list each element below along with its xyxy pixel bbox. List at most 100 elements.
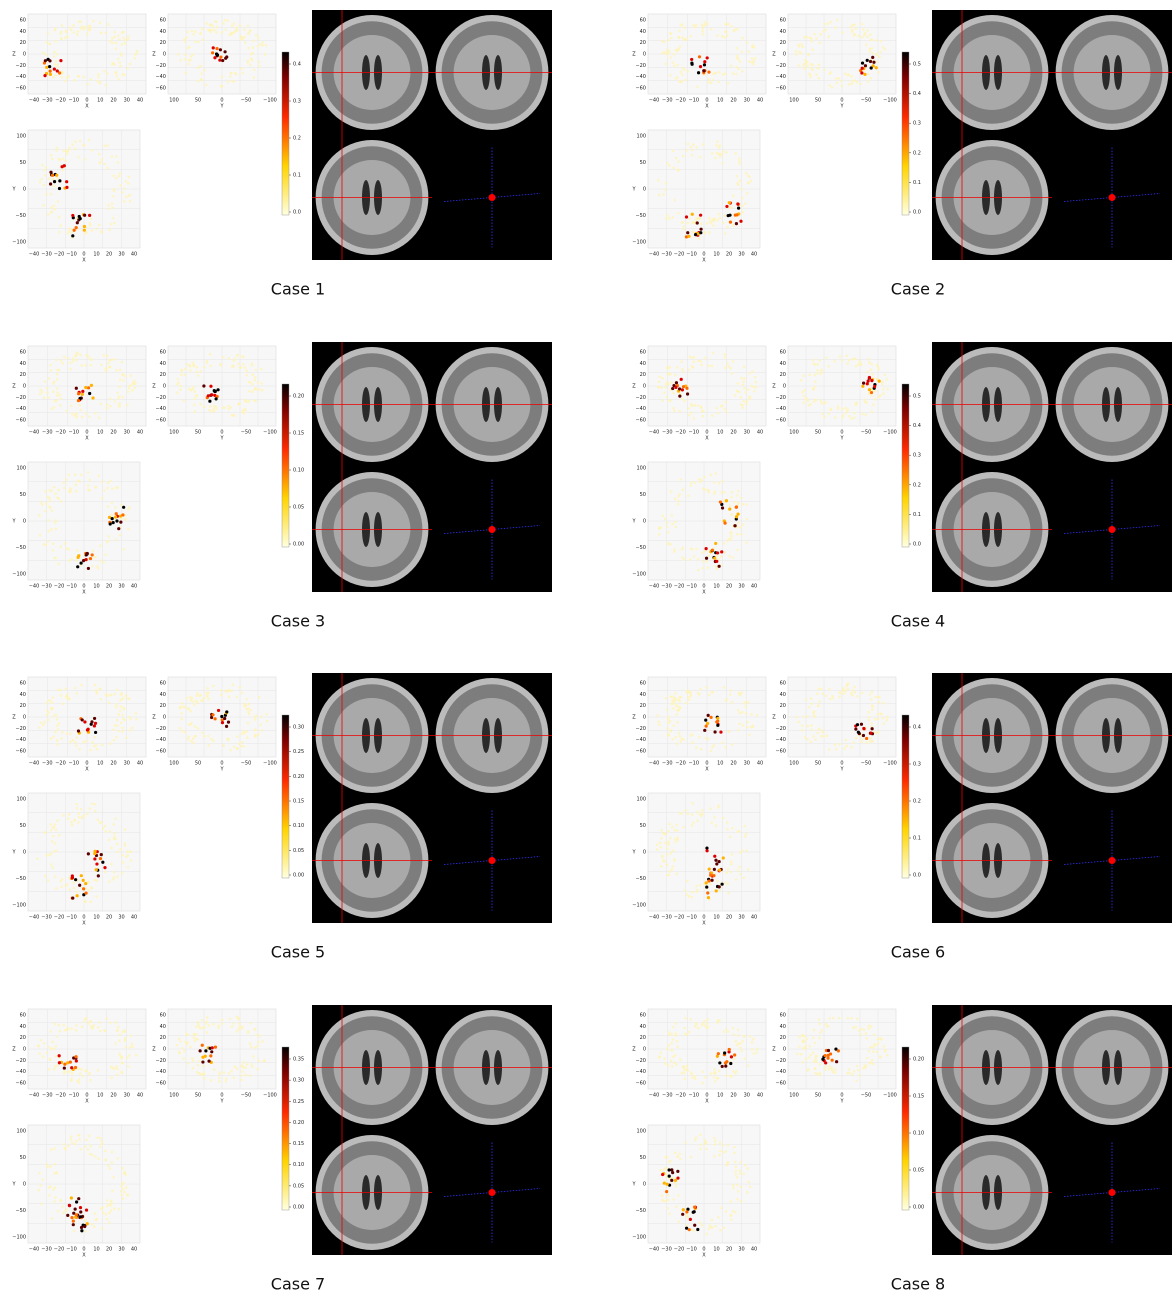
electrode-dot bbox=[801, 1041, 804, 1044]
active-dot bbox=[204, 1055, 207, 1058]
y-tick-label: −60 bbox=[155, 749, 166, 755]
electrode-dot bbox=[121, 692, 124, 695]
electrode-dot bbox=[694, 1078, 697, 1081]
electrode-dot bbox=[669, 720, 672, 723]
electrode-dot bbox=[89, 1079, 92, 1082]
electrode-dot bbox=[819, 1063, 822, 1066]
electrode-dot bbox=[736, 494, 739, 497]
electrode-dot bbox=[718, 146, 721, 149]
electrode-dot bbox=[703, 476, 706, 479]
electrode-dot bbox=[74, 819, 77, 822]
colorbar-tick-label: 0.3 bbox=[913, 121, 921, 127]
electrode-dot bbox=[738, 866, 741, 869]
electrode-dot bbox=[41, 391, 44, 394]
electrode-dot bbox=[75, 490, 78, 493]
axis-label: Z bbox=[152, 1047, 156, 1053]
electrode-dot bbox=[112, 823, 115, 826]
electrode-dot bbox=[795, 716, 798, 719]
electrode-dot bbox=[691, 231, 694, 234]
electrode-dot bbox=[220, 85, 223, 88]
electrode-dot bbox=[131, 1043, 134, 1046]
electrode-dot bbox=[54, 557, 57, 560]
electrode-dot bbox=[852, 1026, 855, 1029]
electrode-dot bbox=[750, 726, 753, 729]
electrode-dot bbox=[667, 1194, 670, 1197]
electrode-dot bbox=[725, 1074, 728, 1077]
electrode-dot bbox=[675, 77, 678, 80]
active-dot bbox=[93, 724, 96, 727]
electrode-dot bbox=[76, 33, 79, 36]
electrode-dot bbox=[210, 410, 213, 413]
active-dot bbox=[698, 55, 701, 58]
electrode-dot bbox=[40, 722, 43, 725]
electrode-dot bbox=[64, 159, 67, 162]
electrode-dot bbox=[110, 223, 113, 226]
electrode-dot bbox=[93, 745, 96, 748]
electrode-dot bbox=[136, 50, 139, 53]
active-dot bbox=[209, 385, 212, 388]
electrode-dot bbox=[691, 356, 694, 359]
electrode-dot bbox=[657, 179, 660, 182]
electrode-dot bbox=[698, 736, 701, 739]
electrode-dot bbox=[661, 514, 664, 517]
electrode-dot bbox=[122, 1187, 125, 1190]
electrode-dot bbox=[253, 399, 256, 402]
y-tick-label: 20 bbox=[780, 372, 786, 378]
electrode-dot bbox=[724, 214, 727, 217]
electrode-dot bbox=[111, 37, 114, 40]
electrode-dot bbox=[874, 1044, 877, 1047]
y-tick-label: 0 bbox=[23, 1047, 26, 1053]
electrode-dot bbox=[683, 738, 686, 741]
electrode-dot bbox=[199, 32, 202, 35]
electrode-dot bbox=[730, 25, 733, 28]
electrode-dot bbox=[868, 716, 871, 719]
electrode-dot bbox=[70, 558, 73, 561]
electrode-dot bbox=[69, 1070, 72, 1073]
electrode-dot bbox=[842, 693, 845, 696]
electrode-dot bbox=[853, 412, 856, 415]
electrode-dot bbox=[231, 24, 234, 27]
electrode-dot bbox=[712, 220, 715, 223]
electrode-dot bbox=[720, 405, 723, 408]
electrode-dot bbox=[183, 373, 186, 376]
electrode-dot bbox=[64, 542, 67, 545]
electrode-dot bbox=[83, 26, 86, 29]
electrode-dot bbox=[882, 392, 885, 395]
electrode-dot bbox=[221, 31, 224, 34]
electrode-dot bbox=[69, 361, 72, 364]
x-tick-label: 40 bbox=[751, 584, 757, 590]
electrode-dot bbox=[192, 53, 195, 56]
electrode-dot bbox=[856, 81, 859, 84]
x-tick-label: −100 bbox=[263, 98, 277, 104]
active-dot bbox=[69, 1060, 72, 1063]
electrode-dot bbox=[736, 182, 739, 185]
electrode-dot bbox=[187, 63, 190, 66]
electrode-dot bbox=[741, 205, 744, 208]
electrode-dot bbox=[801, 391, 804, 394]
electrode-dot bbox=[676, 721, 679, 724]
electrode-dot bbox=[125, 1186, 128, 1189]
electrode-dot bbox=[657, 721, 660, 724]
y-tick-label: −50 bbox=[15, 876, 26, 882]
electrode-dot bbox=[199, 694, 202, 697]
electrode-dot bbox=[192, 737, 195, 740]
electrode-marker bbox=[1109, 526, 1116, 533]
y-tick-label: 60 bbox=[160, 1013, 166, 1019]
electrode-dot bbox=[733, 1146, 736, 1149]
electrode-dot bbox=[707, 1228, 710, 1231]
y-tick-label: 60 bbox=[160, 350, 166, 356]
electrode-dot bbox=[745, 503, 748, 506]
electrode-dot bbox=[114, 693, 117, 696]
electrode-dot bbox=[75, 559, 78, 562]
electrode-dot bbox=[50, 1047, 53, 1050]
x-tick-label: −40 bbox=[649, 430, 660, 436]
electrode-dot bbox=[671, 514, 674, 517]
electrode-dot bbox=[220, 689, 223, 692]
electrode-dot bbox=[118, 395, 121, 398]
electrode-dot bbox=[802, 715, 805, 718]
electrode-dot bbox=[667, 733, 670, 736]
active-dot bbox=[709, 874, 712, 877]
electrode-dot bbox=[257, 45, 260, 48]
y-tick-label: 0 bbox=[163, 715, 166, 721]
electrode-dot bbox=[670, 729, 673, 732]
